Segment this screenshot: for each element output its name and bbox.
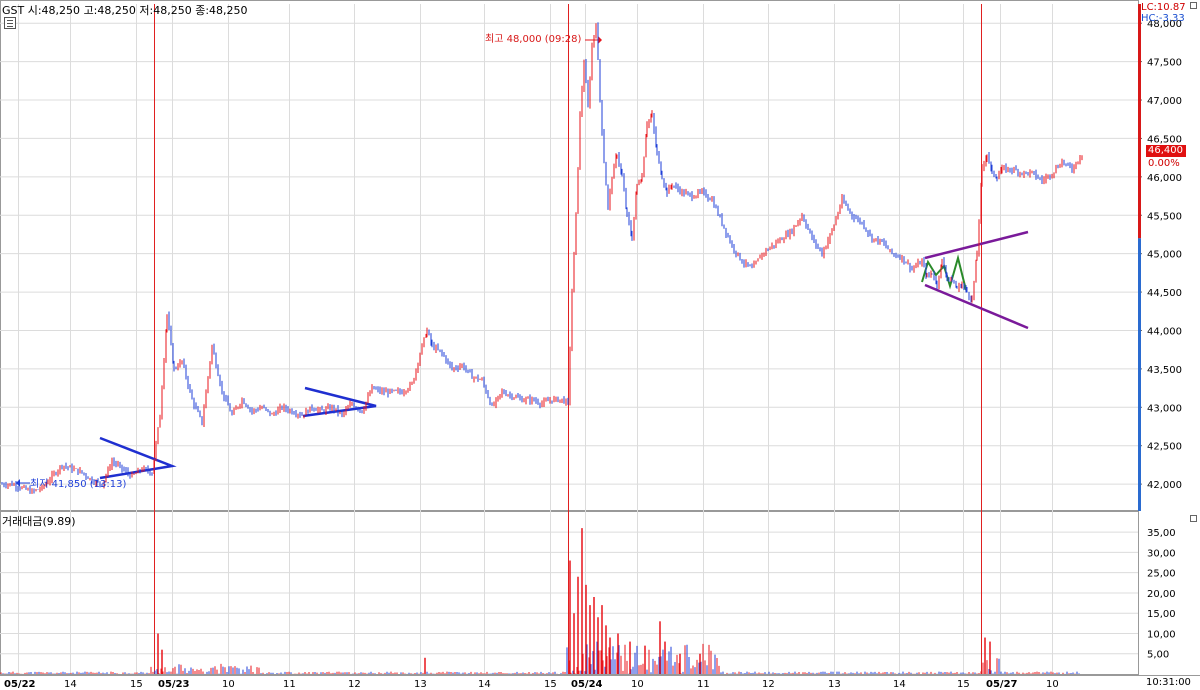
- x-tick-label: 12: [348, 679, 361, 690]
- low-arrow-head: [16, 479, 20, 487]
- price-tick-label: 42,500: [1147, 442, 1182, 453]
- volume-tick-label: 20,00: [1147, 589, 1176, 600]
- x-tick-label: 11: [697, 679, 710, 690]
- x-tick-label: 15: [544, 679, 557, 690]
- x-tick-label: 14: [478, 679, 491, 690]
- x-tick-label: 15: [957, 679, 970, 690]
- low-annotation: 최저 41,850 (13:13): [30, 478, 126, 490]
- price-tick-label: 46,500: [1147, 134, 1182, 145]
- high-label: 고:48,250: [83, 4, 136, 17]
- menu-icon[interactable]: [4, 17, 16, 29]
- price-tick-label: 48,000: [1147, 19, 1182, 30]
- x-tick-label: 10: [1046, 679, 1059, 690]
- chart-patterns: [16, 36, 1029, 487]
- open-label: 시:48,250: [27, 4, 81, 17]
- volume-bars: [0, 528, 1080, 674]
- megaphone-upper: [924, 230, 1029, 260]
- x-tick-label: 13: [828, 679, 841, 690]
- chart-grid: [0, 0, 1200, 676]
- current-time: 10:31:00: [1146, 677, 1191, 688]
- ticker-label: GST: [2, 4, 25, 17]
- x-tick-label: 11: [283, 679, 296, 690]
- price-tick-label: 42,000: [1147, 480, 1182, 491]
- axis-bar-blue: [1138, 238, 1141, 511]
- triangle-pattern-1: [99, 436, 177, 480]
- x-tick-label: 15: [130, 679, 143, 690]
- price-tick-label: 47,500: [1147, 58, 1182, 69]
- x-tick-label: 10: [631, 679, 644, 690]
- price-frame: [0, 0, 1139, 511]
- volume-tick-label: 30,00: [1147, 548, 1176, 559]
- axis-bar-red: [1138, 4, 1141, 239]
- x-tick-label: 10: [222, 679, 235, 690]
- volume-panel-close-icon[interactable]: [1190, 515, 1197, 522]
- lc-indicator: LC:10.87: [1141, 2, 1186, 13]
- session-lines: [154, 4, 982, 674]
- price-series: [1, 22, 1083, 494]
- volume-tick-label: 10,00: [1147, 629, 1176, 640]
- close-label: 종:48,250: [195, 4, 248, 17]
- x-tick-label: 14: [893, 679, 906, 690]
- volume-tick-label: 35,00: [1147, 528, 1176, 539]
- annotations: 최고 48,000 (09:28) 최저 41,850 (13:13): [30, 33, 581, 490]
- x-tick-label: 05/22: [4, 679, 36, 690]
- x-tick-label: 13: [414, 679, 427, 690]
- price-tick-label: 45,000: [1147, 250, 1182, 261]
- price-tick-label: 46,000: [1147, 173, 1182, 184]
- volume-tick-label: 15,00: [1147, 609, 1176, 620]
- triangle-pattern-2: [302, 386, 377, 418]
- low-label: 저:48,250: [139, 4, 192, 17]
- price-tick-label: 45,500: [1147, 211, 1182, 222]
- high-annotation: 최고 48,000 (09:28): [485, 33, 581, 45]
- megaphone-lower: [924, 283, 1029, 330]
- x-tick-label: 12: [762, 679, 775, 690]
- price-tick-label: 43,000: [1147, 403, 1182, 414]
- price-tick-label: 43,500: [1147, 365, 1182, 376]
- axes: 05/22 14 15 05/23 10 11 12 13 14 15 05/24 10 11 12 13 1…: [4, 4, 1182, 690]
- price-tick-label: 44,500: [1147, 288, 1182, 299]
- price-tick-label: 47,000: [1147, 96, 1182, 107]
- current-price-tag: 46,400: [1146, 145, 1186, 157]
- x-tick-label: 05/24: [571, 679, 603, 690]
- volume-tick-label: 25,00: [1147, 569, 1176, 580]
- price-legend: GST 시:48,250 고:48,250 저:48,250 종:48,250: [2, 2, 248, 18]
- volume-tick-label: 5,00: [1147, 650, 1169, 661]
- volume-legend: 거래대금(9.89): [2, 515, 76, 528]
- close-icon[interactable]: [1190, 2, 1197, 9]
- high-arrow-head: [598, 36, 602, 44]
- x-tick-label: 05/27: [986, 679, 1018, 690]
- x-tick-label: 05/23: [158, 679, 190, 690]
- hc-indicator: HC:-3.33: [1141, 13, 1185, 24]
- price-tick-label: 44,000: [1147, 326, 1182, 337]
- x-tick-label: 14: [64, 679, 77, 690]
- change-percent: 0.00%: [1148, 158, 1180, 169]
